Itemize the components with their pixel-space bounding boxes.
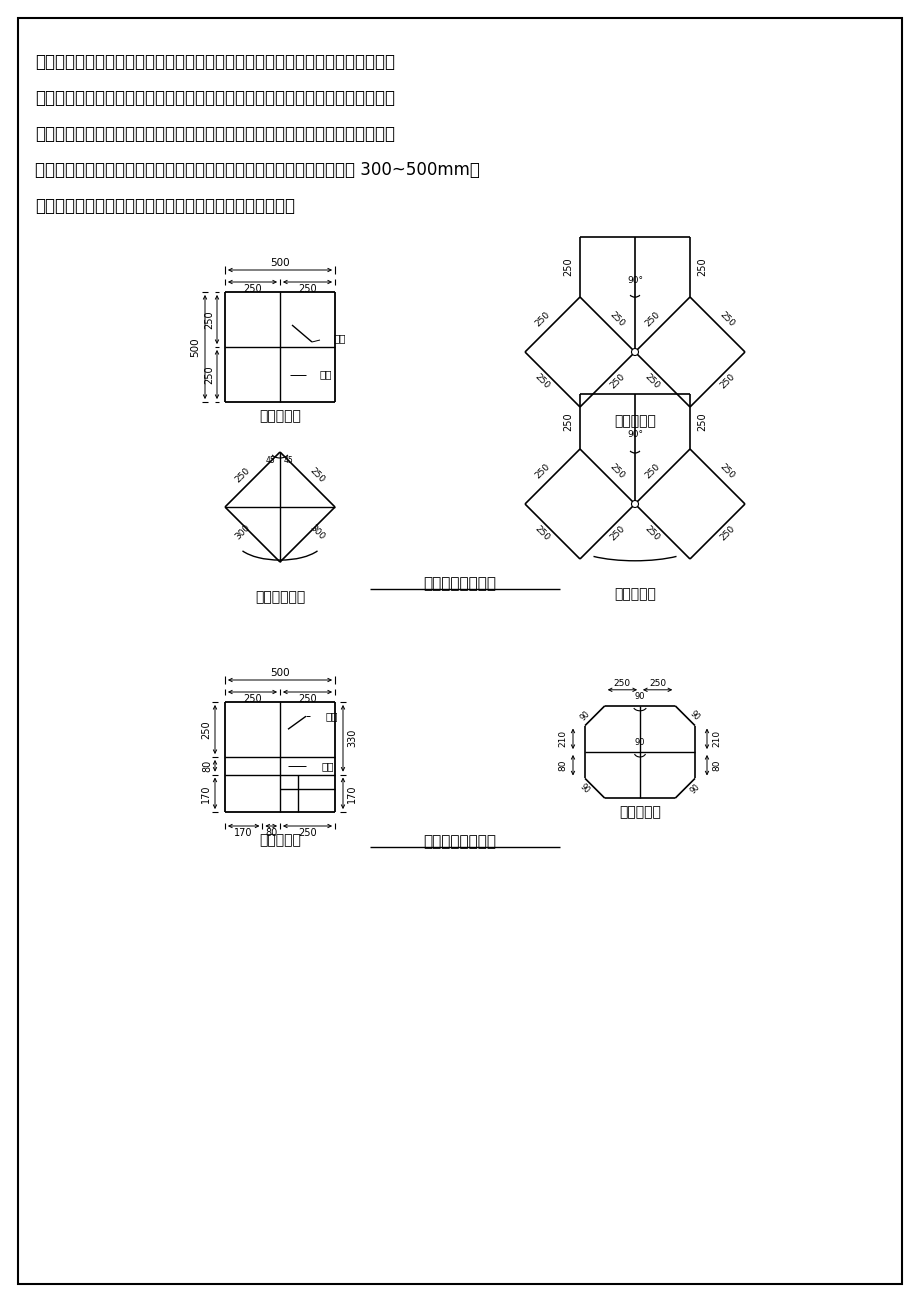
Text: 170: 170 bbox=[346, 784, 357, 802]
Text: 阴角折裁图: 阴角折裁图 bbox=[259, 833, 301, 848]
Text: 250: 250 bbox=[607, 525, 626, 543]
Text: 均匀、不窝气，掌握好铺设压边宽度。火焰喷灯与卷材底面的距离控制在 300~500mm。: 均匀、不窝气，掌握好铺设压边宽度。火焰喷灯与卷材底面的距离控制在 300~500… bbox=[35, 161, 480, 178]
Text: 层交界处，使卷材底面的改性沥青熔化，沿卷材幅宽往返加热，边烘烤边向前滚动: 层交界处，使卷材底面的改性沥青熔化，沿卷材幅宽往返加热，边烘烤边向前滚动 bbox=[35, 89, 394, 107]
Text: 裁线: 裁线 bbox=[320, 370, 332, 379]
Text: 90: 90 bbox=[578, 781, 591, 796]
Text: 裁线: 裁线 bbox=[322, 760, 335, 771]
Text: 阴角组体图: 阴角组体图 bbox=[618, 805, 660, 819]
Text: 90: 90 bbox=[578, 710, 591, 723]
Text: 300: 300 bbox=[233, 523, 252, 542]
Text: 500: 500 bbox=[270, 668, 289, 678]
Text: 250: 250 bbox=[697, 413, 706, 431]
Text: 卷材铺贴，必须按弹出的分档线进行，减少大面积的接头；: 卷材铺贴，必须按弹出的分档线进行，减少大面积的接头； bbox=[35, 197, 295, 215]
Text: 250: 250 bbox=[613, 680, 630, 689]
Text: 250: 250 bbox=[533, 372, 551, 391]
Text: 170: 170 bbox=[200, 784, 210, 802]
Text: 250: 250 bbox=[298, 284, 316, 294]
Text: 250: 250 bbox=[718, 462, 736, 480]
Text: 80: 80 bbox=[202, 759, 211, 772]
Text: 阳角附加层图: 阳角附加层图 bbox=[255, 590, 305, 604]
Text: 250: 250 bbox=[204, 365, 214, 384]
Text: 80: 80 bbox=[711, 759, 720, 771]
Text: 90: 90 bbox=[634, 693, 644, 702]
Text: 250: 250 bbox=[642, 462, 661, 480]
Text: 250: 250 bbox=[243, 694, 262, 704]
Text: 250: 250 bbox=[607, 462, 626, 480]
Text: 90: 90 bbox=[687, 781, 701, 796]
Text: 250: 250 bbox=[562, 258, 573, 276]
Text: 折线: 折线 bbox=[334, 333, 346, 342]
Text: 250: 250 bbox=[607, 372, 626, 391]
Circle shape bbox=[630, 349, 638, 355]
Text: 卷材阳角裁剪配件: 卷材阳角裁剪配件 bbox=[423, 577, 496, 591]
Text: 80: 80 bbox=[558, 759, 567, 771]
Text: 250: 250 bbox=[533, 310, 551, 328]
Text: 250: 250 bbox=[298, 694, 316, 704]
Text: 250: 250 bbox=[607, 310, 626, 328]
Text: 阳角折式图: 阳角折式图 bbox=[613, 414, 655, 428]
Text: 250: 250 bbox=[718, 372, 736, 391]
Text: 阳角成型图: 阳角成型图 bbox=[613, 587, 655, 602]
Text: 80: 80 bbox=[265, 828, 277, 838]
Text: 210: 210 bbox=[558, 730, 567, 747]
Text: 90°: 90° bbox=[627, 431, 642, 440]
Text: 250: 250 bbox=[718, 525, 736, 543]
Text: 250: 250 bbox=[243, 284, 262, 294]
Text: 45: 45 bbox=[284, 457, 293, 466]
Text: 210: 210 bbox=[711, 730, 720, 747]
Text: 250: 250 bbox=[642, 372, 661, 391]
Text: 250: 250 bbox=[718, 310, 736, 328]
Text: 250: 250 bbox=[562, 413, 573, 431]
Text: 操作时将已卷好的卷材端头比齐开始铺的起点，点燃汽油喷灯，烘烤卷材底面与基: 操作时将已卷好的卷材端头比齐开始铺的起点，点燃汽油喷灯，烘烤卷材底面与基 bbox=[35, 53, 394, 72]
Text: 250: 250 bbox=[233, 466, 252, 484]
Text: 250: 250 bbox=[642, 525, 661, 543]
Text: 250: 250 bbox=[204, 310, 214, 329]
Text: 250: 250 bbox=[298, 828, 316, 838]
Text: 250: 250 bbox=[697, 258, 706, 276]
Text: 250: 250 bbox=[533, 525, 551, 543]
Text: 阳角折裁图: 阳角折裁图 bbox=[259, 409, 301, 423]
Text: 卷材阴角裁剪配件: 卷材阴角裁剪配件 bbox=[423, 835, 496, 849]
Text: 250: 250 bbox=[648, 680, 665, 689]
Text: 250: 250 bbox=[533, 462, 551, 480]
Text: 250: 250 bbox=[642, 310, 661, 328]
Text: 90: 90 bbox=[634, 738, 644, 747]
Text: 250: 250 bbox=[200, 720, 210, 738]
Text: 90: 90 bbox=[687, 710, 701, 723]
Text: 折线: 折线 bbox=[325, 711, 338, 721]
Text: 500: 500 bbox=[270, 258, 289, 268]
Text: 300: 300 bbox=[308, 523, 326, 542]
Text: 卷材，用压辊滚压，排除卷材与基层间的气体，使卷材与基层粘结牢固。要求用力: 卷材，用压辊滚压，排除卷材与基层间的气体，使卷材与基层粘结牢固。要求用力 bbox=[35, 125, 394, 143]
Text: 250: 250 bbox=[308, 466, 326, 484]
Text: 500: 500 bbox=[190, 337, 199, 357]
Text: 45: 45 bbox=[266, 457, 276, 466]
Text: 330: 330 bbox=[346, 729, 357, 747]
Text: 90°: 90° bbox=[627, 276, 642, 285]
Text: 170: 170 bbox=[234, 828, 253, 838]
Circle shape bbox=[630, 500, 638, 508]
